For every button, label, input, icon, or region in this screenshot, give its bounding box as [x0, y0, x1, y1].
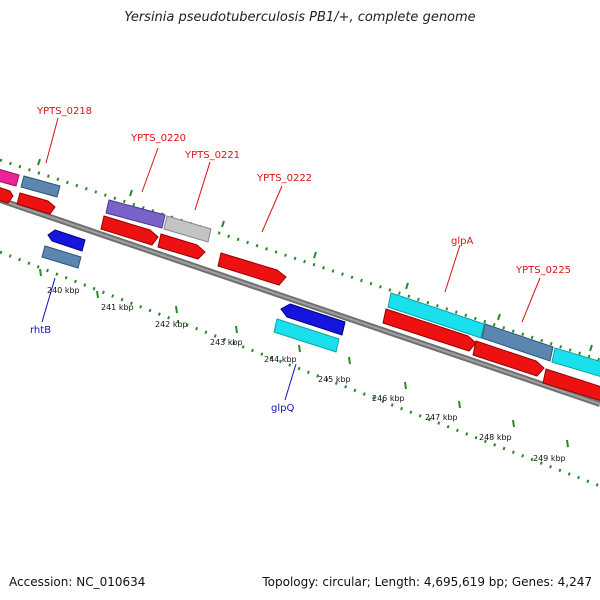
- tick-label-242: 242 kbp: [155, 320, 188, 329]
- inner-dotted-track: [0, 250, 600, 488]
- cds-arrow[interactable]: [382, 308, 477, 352]
- cds-arrow[interactable]: [472, 340, 545, 377]
- tick-label-240: 240 kbp: [47, 286, 80, 295]
- outer-tick-marks: [37, 158, 593, 352]
- gene-label-ypts-0222[interactable]: YPTS_0222: [256, 173, 312, 184]
- gene-label-rhtB[interactable]: rhtB: [30, 325, 51, 336]
- gene-steel-feature-rhtB[interactable]: [41, 245, 82, 269]
- forward-cds-track: [0, 187, 600, 401]
- tick-label-244: 244 kbp: [264, 355, 297, 364]
- gene-gray-feature-0221[interactable]: [163, 215, 212, 243]
- tick-label-248: 248 kbp: [479, 433, 512, 442]
- tick-label-245: 245 kbp: [318, 375, 351, 384]
- gene-cyan-feature-glpQ[interactable]: [273, 318, 340, 353]
- accession-text: Accession: NC_010634: [9, 575, 146, 589]
- gene-purple-feature-0220[interactable]: [105, 199, 166, 229]
- genome-title: Yersinia pseudotuberculosis PB1/+, compl…: [124, 10, 476, 25]
- genome-summary-text: Topology: circular; Length: 4,695,619 bp…: [262, 575, 592, 589]
- gene-cyan-feature-end[interactable]: [551, 347, 600, 377]
- gene-label-ypts-0218[interactable]: YPTS_0218: [36, 106, 92, 117]
- cds-arrow[interactable]: [542, 368, 600, 401]
- gene-pink-feature[interactable]: [0, 169, 20, 187]
- cds-arrow[interactable]: [100, 215, 159, 246]
- tick-label-246: 246 kbp: [372, 394, 405, 403]
- tick-label-241: 241 kbp: [101, 303, 134, 312]
- tick-label-243: 243 kbp: [210, 338, 243, 347]
- cds-arrow[interactable]: [16, 192, 56, 215]
- gene-steel-feature-0225[interactable]: [481, 323, 554, 362]
- forward-features: [0, 169, 600, 377]
- reverse-cds-arrow-rhtB[interactable]: [47, 229, 86, 252]
- gene-label-glpQ[interactable]: glpQ: [271, 403, 294, 414]
- callout-lines: [41, 117, 541, 401]
- inner-tick-marks: [39, 268, 569, 448]
- gene-labels: YPTS_0218 YPTS_0220 YPTS_0221 YPTS_0222 …: [30, 106, 571, 414]
- kbp-scale: 240 kbp 241 kbp 242 kbp 243 kbp 244 kbp …: [47, 286, 566, 463]
- outer-dotted-track: [0, 158, 600, 362]
- gene-label-ypts-0220[interactable]: YPTS_0220: [130, 133, 186, 144]
- cds-arrow[interactable]: [157, 233, 206, 260]
- genome-backbone: [0, 197, 600, 407]
- tick-label-247: 247 kbp: [425, 413, 458, 422]
- cds-arrow[interactable]: [0, 187, 14, 204]
- cds-arrow[interactable]: [217, 252, 287, 286]
- gene-label-glpA[interactable]: glpA: [451, 236, 473, 247]
- gene-label-ypts-0221[interactable]: YPTS_0221: [184, 150, 240, 161]
- gene-label-ypts-0225[interactable]: YPTS_0225: [515, 265, 571, 276]
- tick-label-249: 249 kbp: [533, 454, 566, 463]
- gene-steel-feature-0218[interactable]: [20, 175, 61, 198]
- reverse-features: [41, 229, 346, 353]
- gene-cyan-feature-glpA[interactable]: [387, 292, 485, 339]
- reverse-cds-arrow-glpQ[interactable]: [280, 303, 346, 336]
